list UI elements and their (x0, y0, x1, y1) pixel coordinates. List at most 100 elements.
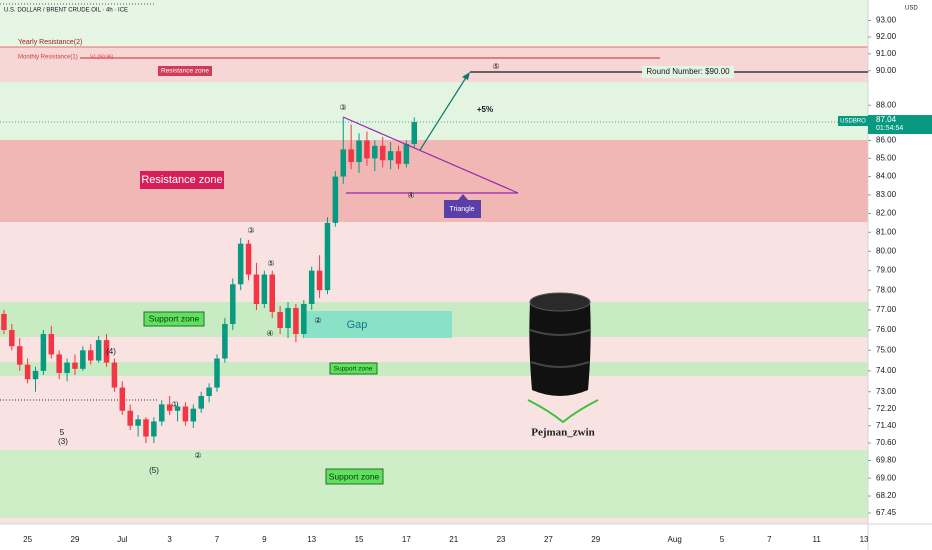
y-tick-label: 76.00 (876, 325, 897, 334)
candle-body (103, 340, 110, 363)
x-tick-label: 11 (813, 535, 822, 544)
x-tick-label: 29 (591, 535, 600, 544)
x-tick-label: 29 (71, 535, 80, 544)
x-tick-label: 17 (402, 535, 411, 544)
band (0, 47, 868, 82)
y-tick-label: 81.00 (876, 227, 897, 236)
candle-body (356, 140, 362, 163)
x-tick-label: 23 (497, 535, 506, 544)
x-tick-label: 7 (767, 535, 772, 544)
candle-body (174, 406, 181, 411)
arrow-head (462, 72, 470, 80)
wave-label: ① (171, 400, 178, 409)
x-tick-label: 27 (544, 535, 553, 544)
gap-box (305, 311, 452, 338)
candle-body (348, 149, 354, 163)
candle-body (143, 419, 149, 437)
y-tick-label: 93.00 (876, 16, 897, 25)
band (0, 362, 868, 376)
candle-body (16, 346, 23, 365)
wave-label: ② (314, 316, 321, 325)
wave-label: ④ (266, 329, 273, 338)
band (0, 376, 868, 450)
y-tick-label: 90.00 (876, 66, 897, 75)
candle-body (135, 419, 141, 426)
y-tick-label: 91.00 (876, 49, 897, 58)
x-tick-label: Jul (117, 535, 127, 544)
candle-body (379, 145, 386, 161)
y-tick-label: 69.00 (876, 473, 897, 482)
candle-body (395, 151, 402, 164)
candle-body (198, 395, 204, 409)
wave-label: ② (194, 451, 201, 460)
candle-body (24, 364, 31, 380)
candle-body (206, 387, 212, 396)
wave-label: ⑤ (267, 259, 274, 268)
arrow (419, 75, 468, 151)
barrel-top (529, 292, 591, 312)
band (0, 140, 868, 222)
band (0, 518, 868, 524)
y-tick-label: 75.00 (876, 345, 897, 354)
annotation: Yearly Resistance(2) (18, 39, 82, 46)
candle-body (293, 307, 299, 335)
band (0, 450, 868, 518)
y-tick-label: 72.20 (876, 404, 897, 413)
wave-label: ④ (407, 191, 414, 200)
header: U.S. DOLLAR / BRENT CRUDE OIL · 4h · ICE (4, 8, 128, 14)
y-tick-label: 70.60 (876, 438, 897, 447)
y-tick-label: 74.00 (876, 366, 897, 375)
candle-body (190, 408, 197, 422)
candle-body (261, 274, 268, 304)
y-tick-label: 86.00 (876, 136, 897, 145)
candle-body (95, 340, 102, 361)
y-tick-label: 85.00 (876, 153, 897, 162)
y-tick-label: 80.00 (876, 246, 897, 255)
label-box (140, 171, 224, 189)
candle-body (340, 149, 347, 177)
x-tick-label: 9 (262, 535, 267, 544)
candle-body (285, 307, 291, 328)
annotation: Triangle (449, 206, 474, 213)
annotation: S1 (90.96) (90, 54, 114, 60)
label-box (444, 194, 481, 218)
candle-body (301, 303, 307, 335)
price-tag (868, 115, 932, 135)
annotation: Monthly Resistance(1) (18, 55, 78, 61)
y-tick-label: 84.00 (876, 172, 897, 181)
wave-label: (3) (58, 437, 68, 446)
x-tick-label: 7 (215, 535, 220, 544)
candle-body (80, 350, 86, 369)
candle-body (1, 313, 7, 330)
barrel-body (529, 302, 591, 396)
y-tick-label: 69.80 (876, 456, 897, 465)
y-axis: 93.00 92.00 91.00 90.00 88.00 86.00 85.00 84.00… (23, 16, 932, 544)
annotation: Support zone (334, 366, 373, 373)
price-tag-text: 87.04 (876, 115, 897, 124)
candle-body (277, 311, 283, 328)
candle-body (253, 274, 260, 304)
y-tick-label: 88.00 (876, 100, 897, 109)
wave-label: (4) (106, 347, 116, 356)
x-tick-label: 25 (23, 535, 32, 544)
candle-body (40, 334, 47, 371)
candle-body (56, 354, 62, 373)
y-tick-label: 83.00 (876, 190, 897, 199)
candle-body (230, 284, 236, 324)
candle-body (245, 243, 252, 275)
x-tick-label: 13 (307, 535, 316, 544)
currency: USD (905, 6, 918, 12)
candle-body (316, 270, 323, 291)
wave-labels: ③ ④ ⑤ ① ② ③ ⑤ ④ ② (4) (5) 5 (3) (58, 62, 499, 475)
y-tick-label: 73.00 (876, 387, 897, 396)
x-tick-label: 3 (167, 535, 172, 544)
decoration (527, 399, 599, 424)
wave-label: 5 (60, 428, 65, 437)
y-tick-label: 79.00 (876, 266, 897, 275)
candle-body (372, 145, 378, 159)
x-tick-label: Aug (668, 535, 682, 544)
y-tick-label: 92.00 (876, 32, 897, 41)
annotation: Round Number: $90.00 (646, 67, 730, 76)
